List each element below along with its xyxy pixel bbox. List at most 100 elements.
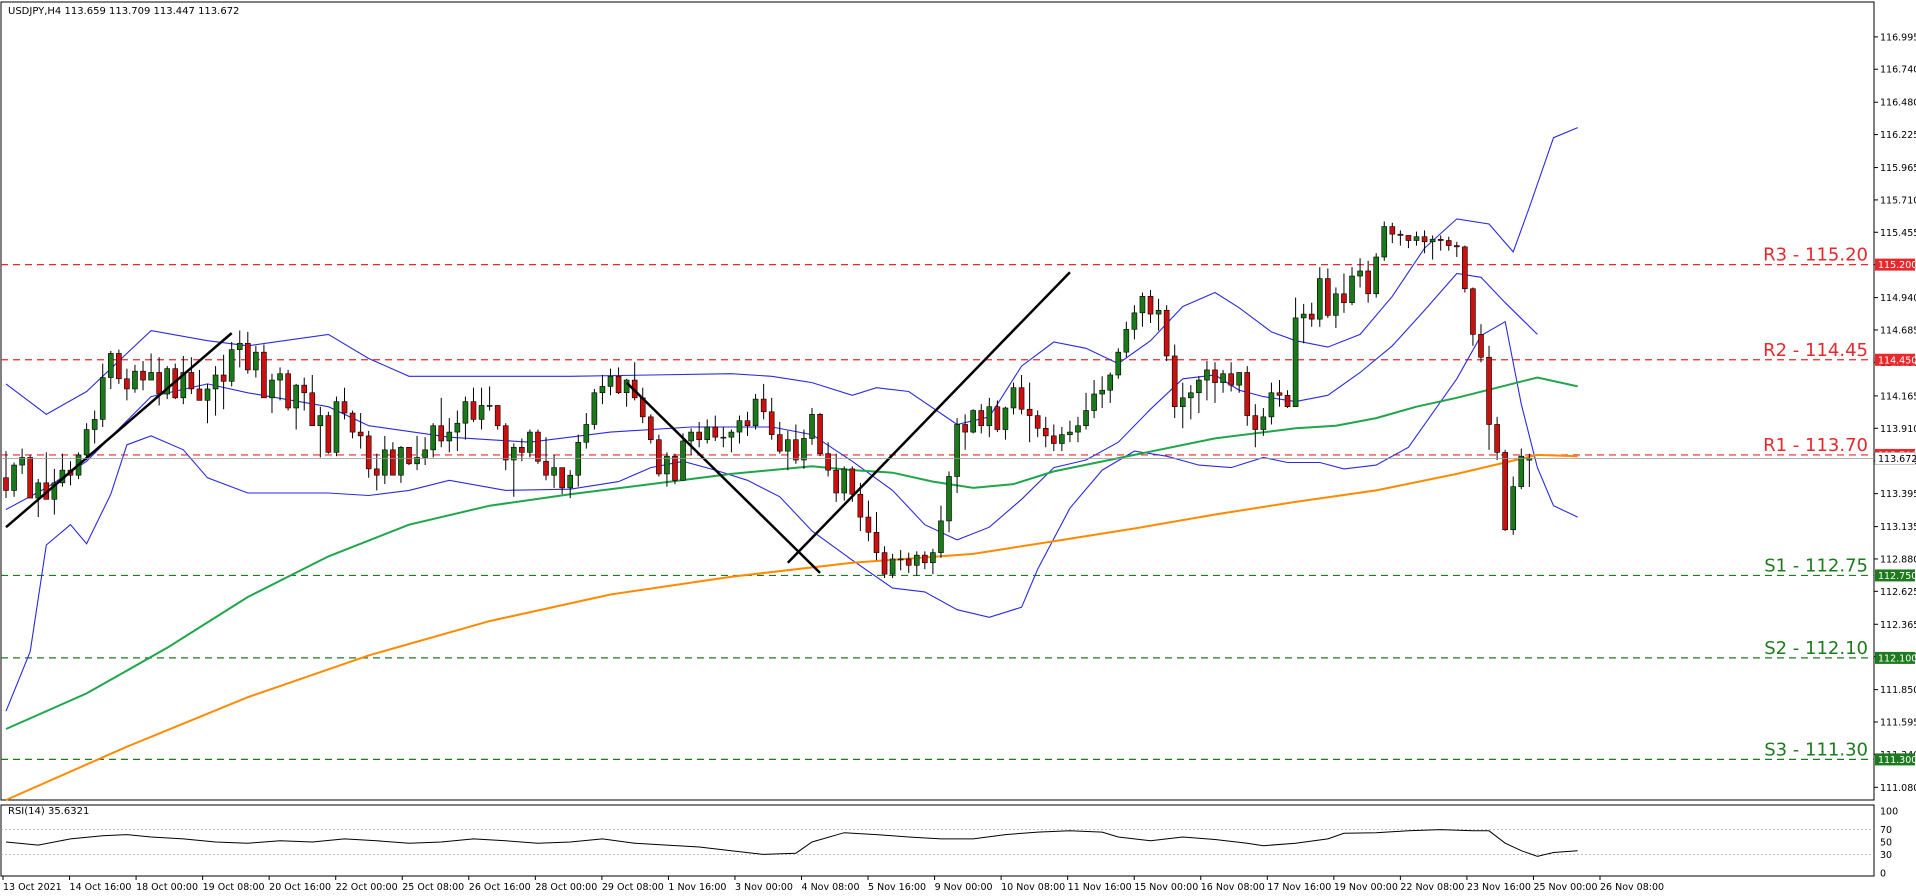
candle-body	[922, 554, 928, 564]
candle-body	[220, 374, 227, 382]
candle-body	[583, 424, 590, 443]
candle-body	[124, 378, 130, 390]
price-tick-label: 114.940	[1880, 293, 1916, 304]
candle	[1196, 376, 1202, 414]
candle-body	[970, 410, 977, 433]
candle-body	[1429, 238, 1436, 243]
candle	[309, 374, 316, 427]
candle	[293, 383, 299, 430]
candle-body	[672, 455, 678, 481]
candle	[1413, 231, 1420, 246]
candle	[760, 383, 767, 420]
candle	[938, 505, 944, 558]
level-price-tag-label: 114.450	[1878, 355, 1916, 366]
candle-body	[1292, 317, 1299, 408]
candle-body	[446, 431, 453, 442]
candle	[793, 424, 799, 464]
candle	[599, 374, 606, 405]
candle	[1494, 416, 1500, 460]
candle-body	[1373, 256, 1379, 295]
candle-body	[99, 377, 106, 420]
price-tick-label: 116.225	[1880, 130, 1916, 141]
candle	[107, 350, 114, 389]
candle	[1212, 362, 1218, 403]
time-tick-label: 20 Oct 16:00	[269, 882, 331, 893]
candle-body	[656, 439, 662, 475]
candle	[1107, 372, 1114, 403]
candle	[970, 409, 977, 434]
candle	[486, 386, 493, 411]
candle	[833, 453, 839, 502]
candle	[1510, 476, 1517, 535]
candle-body	[1341, 293, 1347, 303]
candle-body	[938, 520, 944, 553]
candle-body	[776, 434, 783, 452]
candle-body	[1034, 415, 1041, 429]
candle-body	[1059, 434, 1065, 444]
price-tick-label: 115.455	[1880, 228, 1916, 239]
candle	[728, 429, 735, 453]
candle	[1179, 382, 1186, 429]
candle-body	[1212, 369, 1218, 383]
candle	[1139, 292, 1146, 327]
candle	[1454, 241, 1460, 258]
candle-body	[164, 368, 170, 395]
level-label-support: S1 - 112.75	[1764, 555, 1868, 576]
candle	[245, 331, 251, 374]
candle-body	[1389, 226, 1396, 235]
candle-body	[889, 558, 896, 575]
candle	[1228, 362, 1234, 392]
candle-body	[502, 425, 509, 461]
candle-body	[623, 379, 630, 394]
level-price-tag	[1875, 753, 1915, 766]
candle-body	[1502, 452, 1508, 531]
candle-body	[269, 379, 275, 399]
price-tick-label: 113.910	[1880, 424, 1916, 435]
price-tick-label: 116.740	[1880, 65, 1916, 76]
candle-body	[1083, 410, 1089, 427]
candle-body	[494, 405, 501, 427]
rsi-panel-frame	[0, 804, 1875, 877]
rsi-tick-label: 50	[1880, 838, 1892, 849]
candle	[1002, 406, 1009, 440]
candle	[889, 553, 896, 578]
candle-body	[156, 372, 162, 395]
price-tick-label: 116.995	[1880, 32, 1916, 43]
time-tick-label: 9 Nov 00:00	[935, 882, 993, 893]
candle	[841, 466, 848, 501]
candle-body	[430, 425, 436, 451]
level-price-tag	[1875, 651, 1915, 664]
candle-body	[325, 415, 332, 453]
candle	[83, 423, 90, 460]
trendline	[786, 271, 1071, 564]
candle-body	[422, 449, 428, 458]
candle-body	[228, 349, 235, 382]
time-tick-label: 19 Oct 08:00	[203, 882, 265, 893]
candle-body	[994, 406, 1001, 430]
candle-body	[1494, 424, 1500, 453]
candle	[720, 427, 727, 448]
candle	[365, 430, 372, 478]
candle	[551, 454, 557, 488]
candle-body	[712, 426, 719, 438]
candle	[994, 400, 1001, 433]
level-price-tag	[1875, 569, 1915, 582]
candle-body	[680, 440, 686, 481]
candle-body	[390, 449, 396, 476]
candle-body	[1171, 355, 1178, 408]
candle	[1445, 236, 1452, 251]
candle	[1051, 424, 1057, 452]
candle-body	[744, 420, 751, 427]
candle-body	[333, 401, 340, 453]
candle	[1099, 376, 1105, 408]
time-tick-label: 10 Nov 08:00	[1001, 882, 1065, 893]
candle-body	[688, 431, 694, 442]
candle-body	[1236, 372, 1242, 386]
candle-body	[962, 424, 968, 433]
time-axis: 13 Oct 2021 14 Oct 16:00 18 Oct 00:00 19 Oc…	[2, 876, 1664, 893]
trendline	[625, 381, 821, 574]
candle-body	[519, 447, 525, 453]
candle	[978, 404, 985, 434]
